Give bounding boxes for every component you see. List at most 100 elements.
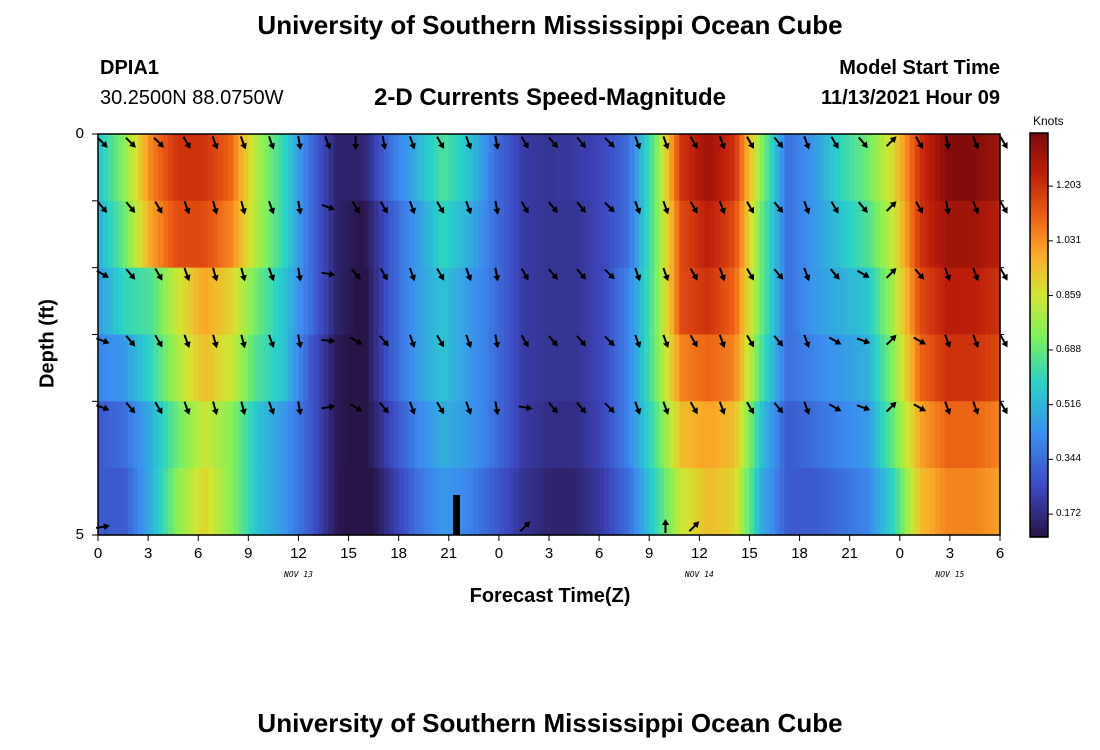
heatmap-cell	[699, 468, 705, 536]
heatmap-cell	[418, 134, 425, 202]
heatmap-cell	[108, 401, 114, 469]
colorbar-segment	[1030, 254, 1048, 259]
arrow-head	[608, 140, 615, 148]
heatmap-cell	[594, 468, 600, 536]
heatmap-cell	[849, 134, 856, 202]
colorbar-segment	[1030, 176, 1048, 181]
heatmap-cell	[554, 200, 560, 269]
colorbar-segment	[1030, 493, 1048, 498]
heatmap-cell	[103, 401, 109, 469]
heatmap-cell	[338, 200, 345, 269]
arrow-head	[551, 339, 558, 347]
heatmap-cell	[579, 401, 585, 469]
heatmap-cell	[218, 468, 224, 536]
heatmap-cell	[899, 401, 906, 469]
heatmap-cell	[549, 401, 555, 469]
arrow-head	[634, 408, 642, 415]
heatmap-cell	[163, 134, 169, 202]
heatmap-cell	[994, 200, 1001, 269]
heatmap-cell	[889, 134, 896, 202]
heatmap-cell	[513, 468, 520, 536]
heatmap-cell	[969, 401, 976, 469]
heatmap-cell	[749, 401, 756, 469]
current-arrow	[915, 136, 924, 149]
heatmap-cell	[694, 468, 700, 536]
arrow-head	[268, 408, 275, 415]
heatmap-cell	[554, 401, 560, 469]
heatmap-cell	[123, 468, 129, 536]
heatmap-cell	[133, 468, 139, 536]
arrow-head	[917, 142, 924, 149]
heatmap-cell	[258, 468, 264, 536]
heatmap-cell	[599, 468, 605, 536]
heatmap-cell	[784, 334, 791, 402]
heatmap-cell	[258, 401, 264, 469]
heatmap-cell	[98, 334, 104, 402]
heatmap-cell	[413, 267, 420, 336]
heatmap-cell	[589, 401, 595, 469]
heatmap-cell	[759, 401, 766, 469]
heatmap-cell	[704, 134, 710, 202]
arrow-head	[1001, 273, 1008, 281]
heatmap-cell	[929, 401, 936, 469]
heatmap-cell	[864, 267, 871, 336]
heatmap-cell	[724, 334, 730, 402]
heatmap-cell	[599, 134, 605, 202]
heatmap-cell	[188, 200, 194, 269]
current-arrow	[321, 403, 336, 411]
heatmap-cell	[313, 468, 320, 536]
heatmap-cell	[649, 401, 655, 469]
heatmap-cell	[724, 468, 730, 536]
heatmap-cell	[103, 334, 109, 402]
heatmap-cell	[609, 134, 615, 202]
heatmap-cell	[729, 267, 736, 336]
heatmap-cell	[538, 468, 545, 536]
current-arrow	[662, 334, 670, 348]
current-arrow	[662, 519, 669, 533]
heatmap-cell	[639, 200, 645, 269]
heatmap-cell	[979, 334, 986, 402]
heatmap-cell	[614, 267, 620, 336]
heatmap-cell	[554, 334, 560, 402]
current-arrow	[718, 267, 726, 282]
heatmap-cell	[679, 401, 685, 469]
arrow-head	[324, 142, 332, 150]
current-arrow	[493, 401, 501, 416]
heatmap-cell	[994, 134, 1001, 202]
colorbar-segment	[1030, 153, 1048, 158]
heatmap-cell	[138, 401, 144, 469]
current-arrow	[972, 267, 980, 282]
current-arrow	[268, 401, 275, 415]
heatmap-cell	[268, 401, 274, 469]
colorbar-segment	[1030, 469, 1048, 474]
heatmap-cell	[543, 401, 550, 469]
heatmap-cell	[303, 267, 310, 336]
arrow-head	[353, 206, 360, 214]
current-arrow	[154, 401, 163, 415]
current-arrow	[746, 334, 754, 348]
arrow-head	[944, 341, 952, 348]
arrow-head	[889, 136, 897, 144]
x-axis-label: Forecast Time(Z)	[469, 585, 631, 607]
heatmap-cell	[513, 334, 520, 402]
heatmap-cell	[478, 200, 485, 269]
heatmap-cell	[103, 200, 109, 269]
y-tick-label: 5	[75, 526, 84, 543]
heatmap-cell	[538, 401, 545, 469]
heatmap-cell	[238, 334, 244, 402]
heatmap-cell	[328, 468, 335, 536]
heatmap-cell	[408, 134, 415, 202]
colorbar-segment	[1030, 297, 1048, 302]
colorbar-segment	[1030, 415, 1048, 420]
colorbar-segment	[1030, 244, 1048, 249]
arrow-head	[776, 339, 784, 347]
heatmap-cell	[939, 267, 946, 336]
current-arrow	[96, 337, 110, 345]
colorbar-segment	[1030, 506, 1048, 511]
heatmap-cell	[564, 468, 570, 536]
colorbar-tick-label: 0.688	[1056, 343, 1082, 355]
heatmap-cell	[113, 267, 119, 336]
heatmap-cell	[293, 134, 300, 202]
heatmap-cell	[163, 200, 169, 269]
heatmap-cell	[914, 200, 921, 269]
